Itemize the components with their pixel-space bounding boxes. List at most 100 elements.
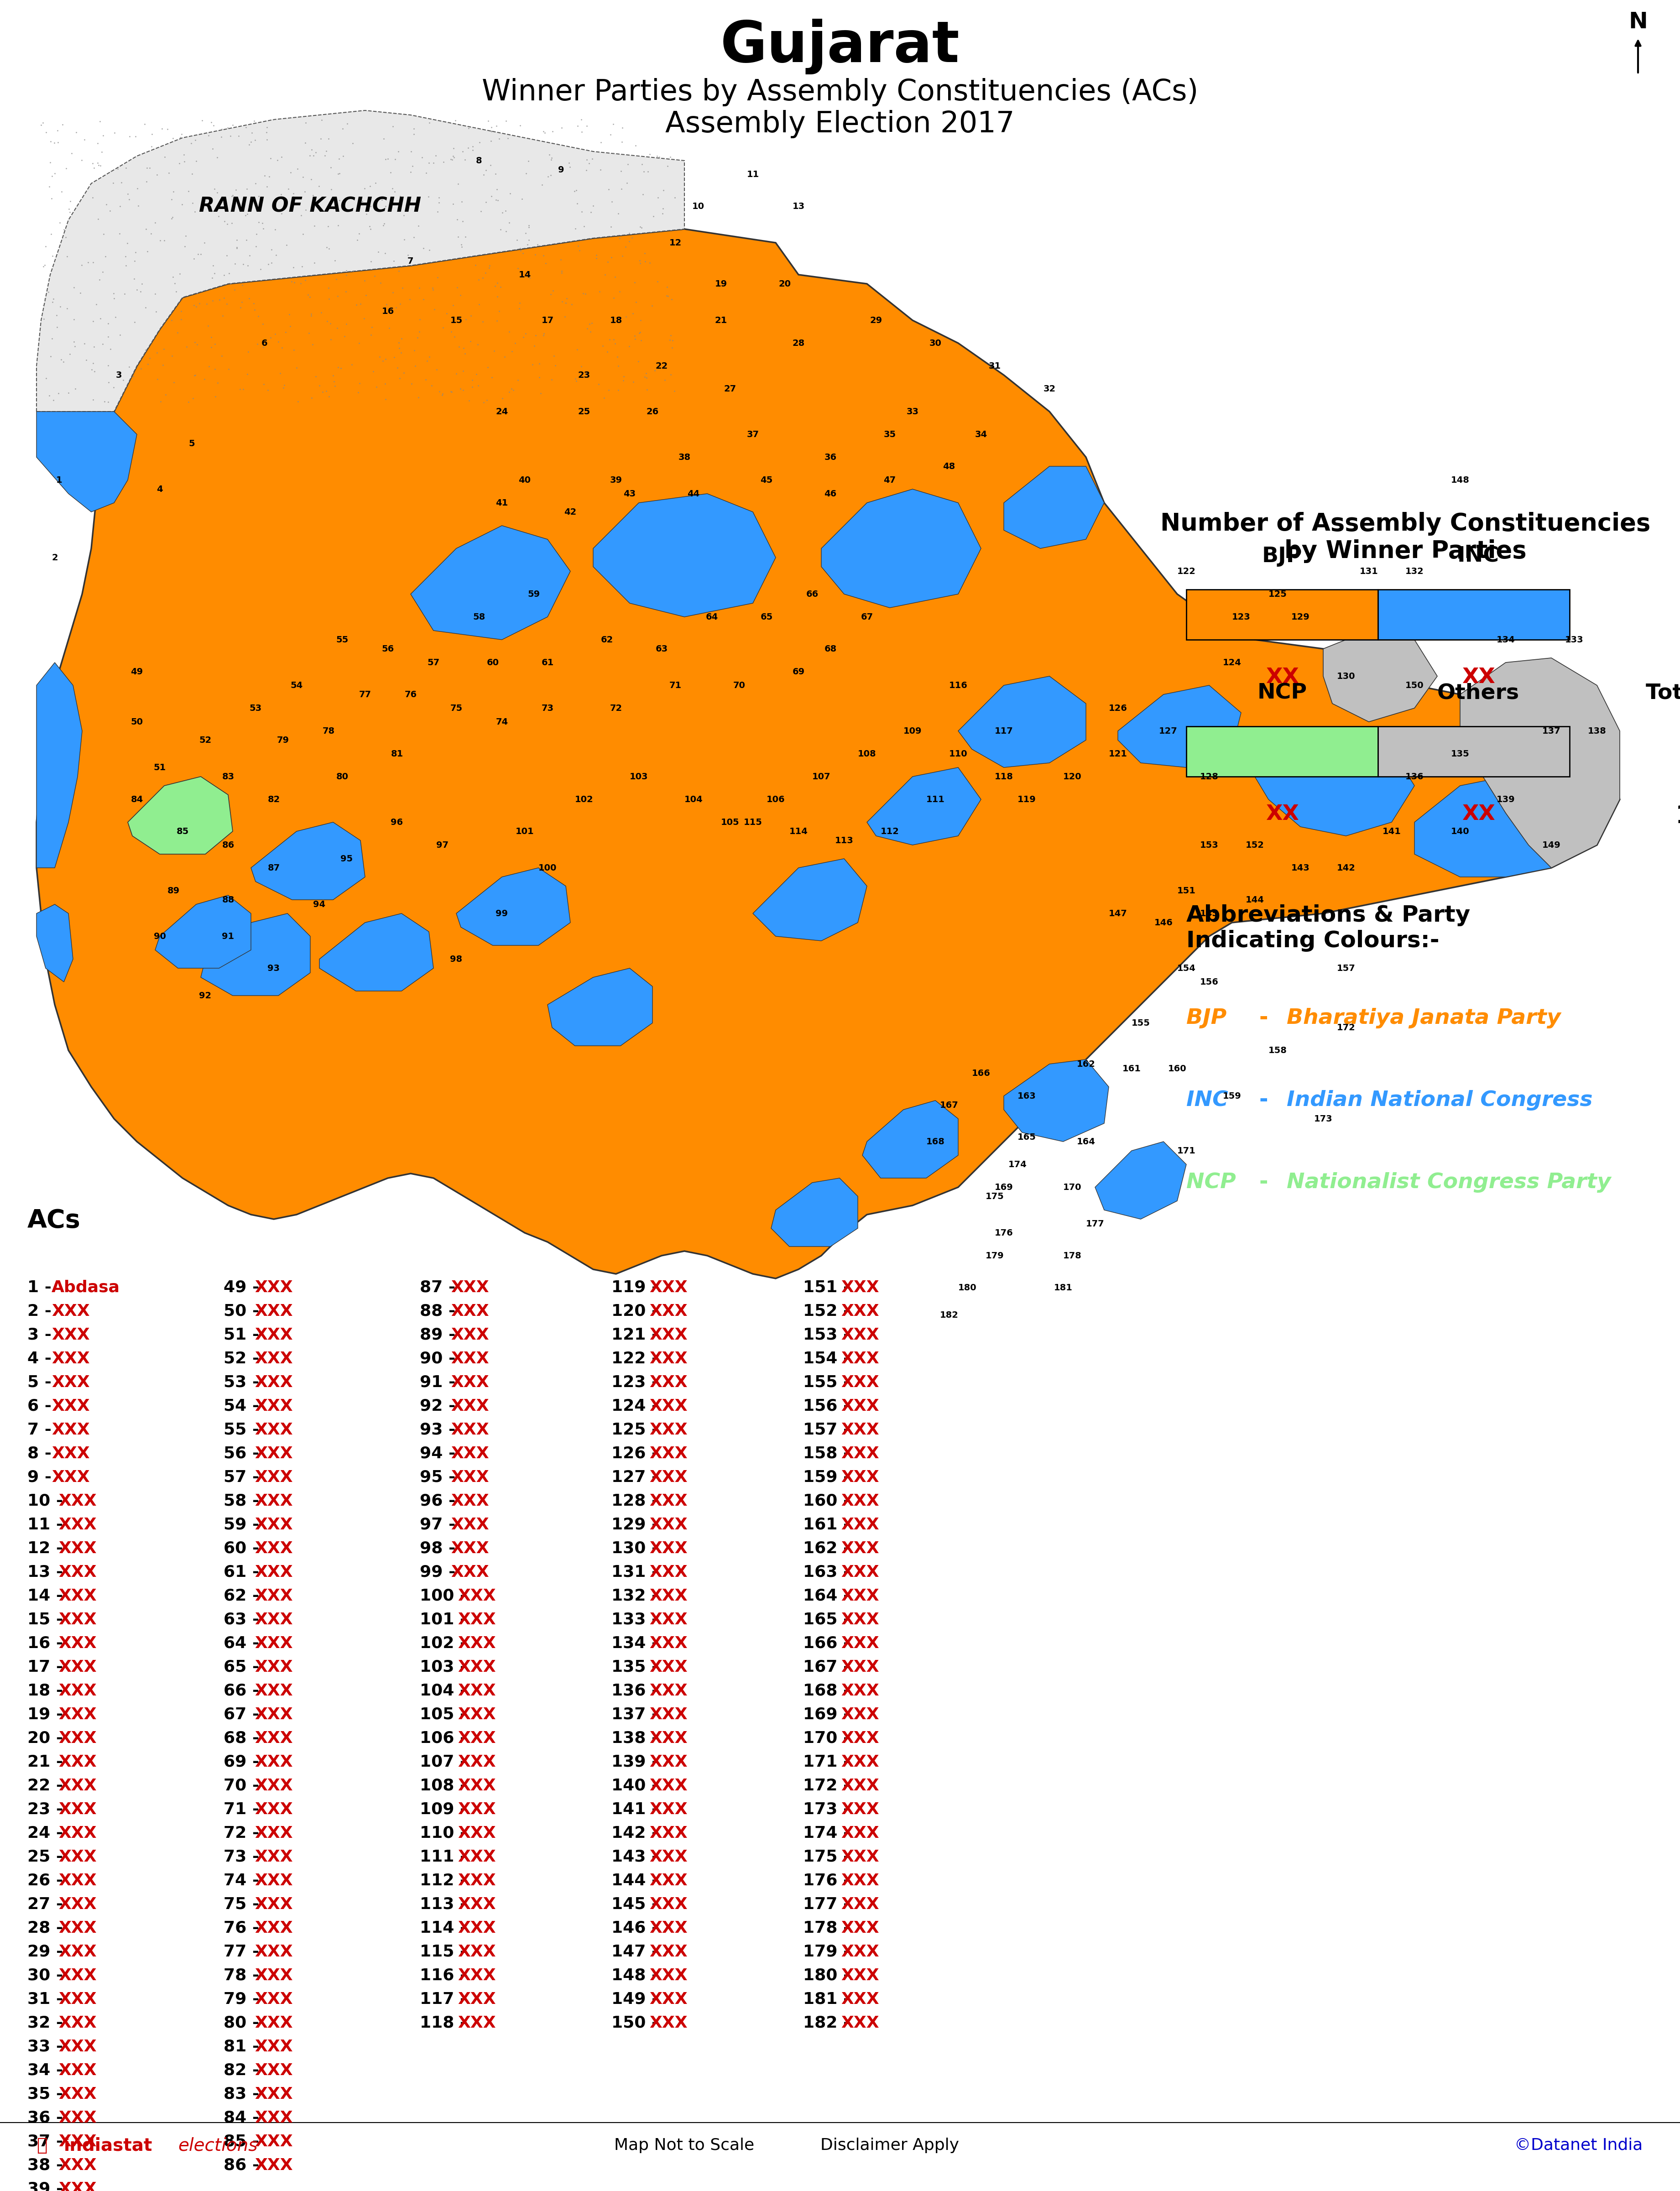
Polygon shape [1324, 631, 1438, 721]
Text: 31 -: 31 - [27, 1992, 62, 2007]
Text: 172 -: 172 - [803, 1779, 850, 1794]
Text: 84 -: 84 - [223, 2110, 259, 2125]
Text: 127: 127 [1159, 727, 1178, 736]
Text: 27 -: 27 - [27, 1897, 62, 1913]
Text: 125: 125 [1268, 589, 1287, 598]
Text: 179: 179 [986, 1251, 1005, 1260]
Text: 115 -: 115 - [420, 1943, 467, 1959]
Text: 54 -: 54 - [223, 1398, 259, 1413]
Text: XXX: XXX [648, 1897, 687, 1913]
Text: XXX: XXX [457, 1613, 496, 1628]
Text: 9 -: 9 - [27, 1470, 52, 1485]
Text: 85: 85 [176, 826, 188, 835]
Text: XXX: XXX [255, 1446, 292, 1461]
Text: 156 -: 156 - [803, 1398, 850, 1413]
Polygon shape [1005, 1060, 1109, 1142]
Text: XXX: XXX [457, 1992, 496, 2007]
Text: 16: 16 [381, 307, 395, 316]
Text: 147 -: 147 - [612, 1943, 659, 1959]
Text: 116 -: 116 - [420, 1968, 467, 1983]
Text: 52 -: 52 - [223, 1352, 259, 1367]
Text: 177 -: 177 - [803, 1897, 850, 1913]
Text: 23: 23 [578, 370, 590, 379]
Text: 84: 84 [131, 795, 143, 804]
Text: XXX: XXX [648, 1825, 687, 1840]
Text: 25 -: 25 - [27, 1849, 62, 1865]
Text: 62 -: 62 - [223, 1588, 259, 1604]
Text: 66: 66 [806, 589, 818, 598]
Text: XXX: XXX [52, 1304, 89, 1319]
Text: 5: 5 [188, 438, 195, 447]
Text: Indian National Congress: Indian National Congress [1287, 1091, 1593, 1111]
Text: XXX: XXX [457, 1659, 496, 1674]
Text: 137 -: 137 - [612, 1707, 659, 1722]
Text: XXX: XXX [255, 1588, 292, 1604]
Text: XXX: XXX [255, 1943, 292, 1959]
Text: 116: 116 [949, 681, 968, 690]
Text: 3: 3 [116, 370, 121, 379]
Text: XXX: XXX [648, 1968, 687, 1983]
Text: 56 -: 56 - [223, 1446, 259, 1461]
Text: XXX: XXX [59, 1992, 96, 2007]
Text: XXX: XXX [255, 1659, 292, 1674]
Text: 147: 147 [1109, 909, 1127, 918]
Text: INC: INC [1186, 1091, 1228, 1111]
Text: 78: 78 [323, 727, 334, 736]
Text: 65 -: 65 - [223, 1659, 259, 1674]
Text: 60 -: 60 - [223, 1540, 259, 1556]
Polygon shape [410, 526, 570, 640]
Text: 134: 134 [1497, 635, 1515, 644]
Text: 82 -: 82 - [223, 2062, 259, 2079]
Text: 167: 167 [939, 1100, 958, 1109]
Text: 57: 57 [427, 657, 440, 666]
Text: XXX: XXX [59, 1897, 96, 1913]
Text: 44: 44 [687, 489, 701, 497]
Text: 143 -: 143 - [612, 1849, 659, 1865]
Polygon shape [37, 230, 1620, 1280]
Text: XXX: XXX [648, 1731, 687, 1746]
Text: 171: 171 [1178, 1146, 1196, 1155]
Text: 153: 153 [1200, 841, 1218, 850]
Text: XXX: XXX [648, 1328, 687, 1343]
Text: XXX: XXX [255, 1637, 292, 1652]
Text: N: N [1628, 11, 1648, 33]
Text: 105: 105 [721, 817, 739, 826]
Text: XXX: XXX [842, 1849, 879, 1865]
Text: 153 -: 153 - [803, 1328, 850, 1343]
Text: 176 -: 176 - [803, 1873, 850, 1889]
Text: XXX: XXX [648, 1659, 687, 1674]
Text: 178 -: 178 - [803, 1922, 850, 1937]
Text: XXX: XXX [59, 1613, 96, 1628]
Text: Others: Others [1436, 684, 1519, 703]
Text: 137: 137 [1542, 727, 1561, 736]
Text: XXX: XXX [59, 1731, 96, 1746]
Polygon shape [37, 412, 136, 513]
Text: 33: 33 [907, 408, 919, 416]
Text: 52: 52 [200, 736, 212, 745]
Text: 132: 132 [1404, 567, 1423, 576]
Text: XXX: XXX [842, 1422, 879, 1437]
Text: 24 -: 24 - [27, 1825, 62, 1840]
Text: XXX: XXX [59, 2016, 96, 2031]
Text: XXX: XXX [842, 1494, 879, 1510]
Text: 71 -: 71 - [223, 1801, 259, 1816]
Text: 131 -: 131 - [612, 1564, 659, 1580]
Text: 165 -: 165 - [803, 1613, 850, 1628]
Text: XXX: XXX [842, 1943, 879, 1959]
Text: XXX: XXX [648, 1943, 687, 1959]
Text: 88: 88 [222, 896, 234, 905]
Text: XXX: XXX [59, 1564, 96, 1580]
Text: 110 -: 110 - [420, 1825, 467, 1840]
Text: 161: 161 [1122, 1065, 1141, 1074]
Text: XXX: XXX [255, 2040, 292, 2055]
Text: 133: 133 [1564, 635, 1584, 644]
Text: XXX: XXX [255, 2110, 292, 2125]
Text: 106: 106 [766, 795, 785, 804]
Text: 125 -: 125 - [612, 1422, 659, 1437]
Text: 36 -: 36 - [27, 2110, 62, 2125]
Text: ©Datanet India: ©Datanet India [1514, 2138, 1643, 2154]
Text: 20: 20 [778, 280, 791, 289]
Text: 154 -: 154 - [803, 1352, 850, 1367]
Text: 73 -: 73 - [223, 1849, 259, 1865]
Text: XXX: XXX [450, 1328, 489, 1343]
